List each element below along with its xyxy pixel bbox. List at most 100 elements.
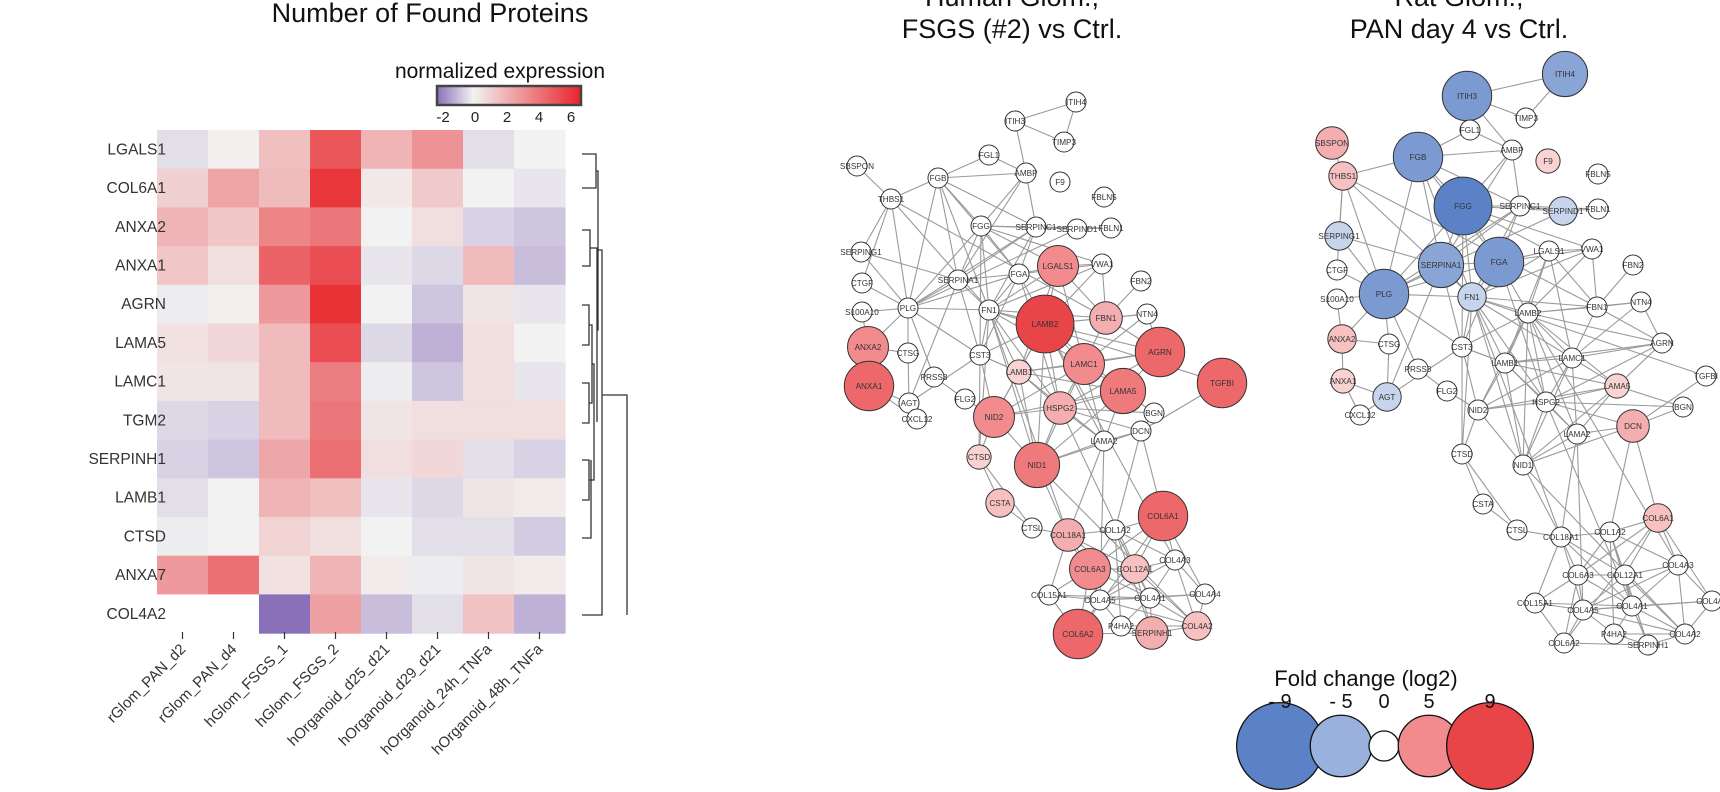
network-node [1104, 519, 1126, 541]
network-edge [980, 225, 990, 311]
network-edge [937, 177, 959, 281]
heatmap-cell [208, 478, 260, 518]
network-edge [1014, 101, 1077, 122]
network-node [1515, 107, 1537, 129]
network-node [850, 241, 872, 263]
network-node-label: SERPIND1 [1543, 207, 1584, 216]
network-node-label: COL4A2 [1181, 622, 1213, 631]
network-node-label: PLG [900, 304, 916, 313]
network-edge [1386, 264, 1442, 398]
heatmap-cell [310, 439, 362, 479]
heatmap-cell [463, 168, 515, 208]
network-node-label: ITIH3 [1457, 92, 1477, 101]
network-node-label: NID1 [1028, 461, 1047, 470]
network-edge [1471, 296, 1562, 538]
network-node [1025, 216, 1047, 238]
network-edge [860, 251, 909, 309]
network-edge [1609, 531, 1679, 566]
network-node [1378, 333, 1400, 355]
network-node-label: FGG [1454, 202, 1472, 211]
heatmap-cell [463, 207, 515, 247]
network-edge [1522, 312, 1529, 466]
network-edge [1609, 425, 1634, 533]
network-edge [1596, 306, 1663, 344]
network-edge [1461, 312, 1529, 348]
heatmap-cell [157, 478, 209, 518]
network-node-label: CXCL12 [902, 415, 933, 424]
network-edge [907, 228, 1078, 309]
network-node [1517, 302, 1539, 324]
network-node [1501, 139, 1523, 161]
heatmap-cell [412, 594, 464, 634]
heatmap-cell [310, 517, 362, 557]
colorbar-tick-label: 4 [535, 109, 543, 126]
network-node-label: SERPING1 [1318, 232, 1360, 241]
network-node [1006, 359, 1032, 385]
network-edge [1477, 357, 1573, 411]
network-node [1587, 198, 1609, 220]
network-node [1581, 238, 1603, 260]
heatmap-cell [412, 323, 464, 363]
network-node [1604, 373, 1630, 399]
heatmap-cell [259, 207, 311, 247]
network-node-label: CTSL [1022, 524, 1043, 533]
heatmap [157, 130, 566, 634]
network-node [1038, 584, 1060, 606]
heatmap-cell [157, 594, 209, 634]
network-node [1587, 163, 1609, 185]
network-node-label: DCN [1624, 422, 1642, 431]
network-node [985, 488, 1015, 518]
network-edge [907, 225, 982, 309]
network-node [1603, 623, 1625, 645]
network-node [1407, 358, 1429, 380]
network-node-label: COL1A2 [1594, 528, 1626, 537]
network-node-label: CXCL12 [1345, 411, 1376, 420]
network-node-label: FGG [972, 222, 990, 231]
heatmap-cell [463, 400, 515, 441]
network-node-label: FBN1 [1096, 314, 1117, 323]
network-node-label: CST3 [1452, 343, 1473, 352]
network-node [1093, 186, 1115, 208]
network-node [1586, 296, 1608, 318]
network-node [1535, 391, 1557, 413]
network-node [1674, 623, 1696, 645]
network-node-label: SERPINH1 [1628, 641, 1669, 650]
network-edge [1545, 401, 1684, 408]
heatmap-cell [157, 517, 209, 557]
network-edge [1461, 453, 1518, 531]
heatmap-cell [463, 130, 515, 170]
network-node [1630, 291, 1652, 313]
network-node [1065, 91, 1087, 113]
heatmap-cell [208, 284, 260, 325]
network-node-label: COL18A1 [1050, 531, 1086, 540]
network-node [843, 360, 895, 412]
network-node [1089, 589, 1111, 611]
row-dendrogram [582, 153, 628, 616]
network-node [1548, 196, 1578, 226]
network-node [1328, 161, 1358, 191]
heatmap-cell [259, 594, 311, 634]
row-label: LAMC1 [114, 374, 166, 391]
network-node [927, 167, 949, 189]
heatmap-cell [514, 246, 566, 286]
network-node [1436, 380, 1458, 402]
network-node [1049, 171, 1071, 193]
network-edge [1471, 296, 1598, 308]
heatmap-cell [361, 207, 413, 247]
network-node-label: LAMB2 [1032, 320, 1059, 329]
network-node [1358, 268, 1410, 320]
heatmap-cell [463, 517, 515, 557]
network-node [897, 297, 919, 319]
network-node [1637, 634, 1659, 656]
heatmap-cell [463, 555, 515, 595]
heatmap-cell [259, 362, 311, 402]
network-node-label: FGB [1410, 153, 1427, 162]
network-edge [1527, 312, 1547, 403]
heatmap-cell [463, 362, 515, 402]
network-node-label: LGALS1 [1043, 262, 1074, 271]
network-node [1021, 517, 1043, 539]
network-node-label: COL15A1 [1031, 591, 1067, 600]
network-node-label: SBSPON [840, 162, 874, 171]
network-node [1330, 368, 1356, 394]
network-node-label: LAMA5 [1604, 382, 1631, 391]
